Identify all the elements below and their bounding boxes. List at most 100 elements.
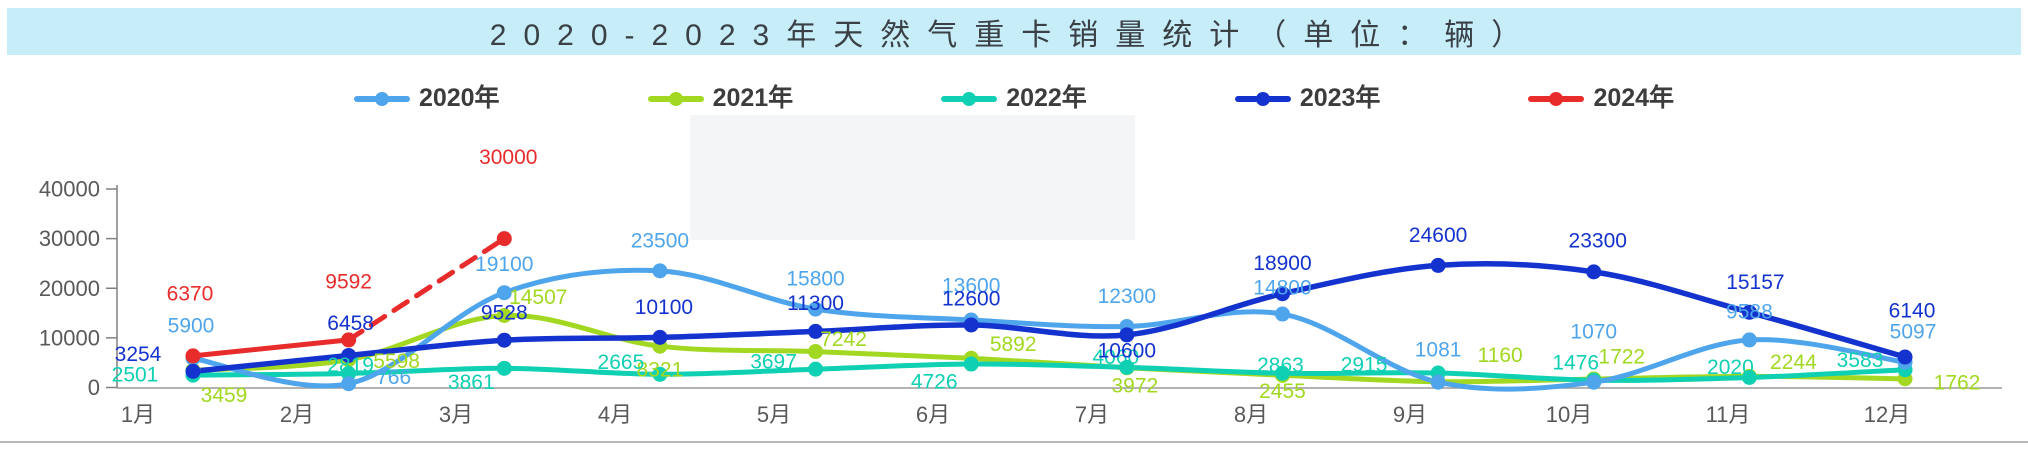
data-point-2022年 — [1741, 369, 1757, 385]
data-point-2023年 — [1430, 257, 1446, 273]
data-label-2020年: 766 — [376, 366, 411, 389]
data-label-2020年: 12300 — [1098, 285, 1156, 308]
data-point-2022年 — [1274, 365, 1290, 381]
data-point-2023年 — [963, 317, 979, 333]
legend-label: 2020年 — [418, 84, 500, 112]
data-point-2023年 — [652, 329, 668, 345]
legend-marker-icon — [1234, 91, 1291, 106]
data-point-2024年 — [496, 231, 512, 247]
data-label-2024年: 30000 — [479, 146, 537, 169]
legend-dot-icon — [374, 91, 389, 106]
data-label-2023年: 23300 — [1569, 229, 1627, 252]
x-axis-month-label: 11月 — [1706, 402, 1751, 427]
data-point-2023年 — [1897, 349, 1913, 365]
y-axis-tick-label: 30000 — [39, 226, 100, 251]
data-label-2021年: 14507 — [509, 286, 567, 309]
data-label-2021年: 1722 — [1598, 345, 1645, 368]
x-axis-month-label: 10月 — [1546, 402, 1592, 427]
data-label-2022年: 4060 — [1092, 346, 1139, 369]
data-label-2022年: 2020 — [1707, 356, 1754, 379]
legend-item-2023年: 2023年 — [1234, 84, 1381, 112]
artifact-smudge — [690, 115, 1135, 240]
data-point-2023年 — [1274, 286, 1290, 302]
data-point-2020年 — [1430, 374, 1446, 390]
data-label-2022年: 4726 — [911, 371, 958, 394]
series-line-solid-2024年 — [190, 337, 352, 359]
data-label-2020年: 5097 — [1890, 321, 1937, 344]
data-label-2023年: 11300 — [787, 292, 844, 315]
data-label-2021年: 1762 — [1934, 371, 1981, 394]
data-label-2020年: 15800 — [786, 268, 844, 291]
data-point-2022年 — [808, 361, 824, 377]
data-label-2020年: 1081 — [1415, 339, 1462, 362]
data-point-2023年 — [1741, 304, 1757, 320]
x-axis-month-label: 5月 — [757, 402, 791, 427]
data-label-2020年: 1070 — [1570, 321, 1617, 344]
data-point-2021年 — [496, 308, 512, 324]
series-line-2020年 — [190, 267, 1908, 392]
data-point-2020年 — [496, 285, 512, 301]
data-point-2022年 — [496, 360, 512, 376]
y-axis-tick-label: 10000 — [39, 325, 100, 350]
x-axis-month-label: 4月 — [598, 402, 632, 427]
legend-label: 2024年 — [1593, 84, 1675, 112]
legend-dot-icon — [1549, 91, 1564, 106]
data-label-2023年: 15157 — [1726, 271, 1784, 294]
y-axis-tick-label: 0 — [88, 375, 100, 400]
y-axis-tick-label: 40000 — [39, 177, 100, 202]
data-label-2021年: 1160 — [1478, 344, 1523, 367]
data-label-2020年: 13600 — [942, 275, 1000, 298]
legend-label: 2021年 — [712, 84, 794, 112]
data-label-2020年: 9588 — [1726, 300, 1773, 323]
x-axis-month-label: 7月 — [1075, 402, 1109, 427]
x-axis-month-label: 8月 — [1234, 402, 1268, 427]
data-label-2022年: 2665 — [598, 351, 645, 374]
data-point-2020年 — [652, 263, 668, 279]
legend-label: 2023年 — [1299, 84, 1381, 112]
data-label-2022年: 2819 — [327, 354, 374, 377]
data-label-2023年: 6140 — [1889, 300, 1936, 323]
data-point-2023年 — [808, 323, 824, 339]
data-label-2021年: 7242 — [820, 328, 867, 351]
data-label-2022年: 2915 — [1341, 354, 1388, 377]
data-label-2023年: 12600 — [942, 287, 1000, 310]
x-axis-month-label: 2月 — [280, 402, 314, 427]
data-label-2020年: 23500 — [631, 229, 689, 252]
data-point-2024年 — [185, 348, 201, 364]
data-label-2021年: 5598 — [373, 350, 420, 373]
data-label-2023年: 9528 — [481, 302, 528, 325]
legend-marker-icon — [1528, 91, 1585, 106]
series-line-2023年 — [190, 260, 1908, 375]
data-label-2021年: 5892 — [990, 333, 1037, 356]
legend-marker-icon — [941, 91, 998, 106]
data-label-2022年: 3861 — [448, 371, 495, 394]
x-axis-month-label: 3月 — [439, 402, 473, 427]
legend-marker-icon — [353, 91, 410, 106]
chart-legend: 2020年 2021年 2022年 2023年 2024年 — [0, 86, 2028, 111]
data-label-2023年: 18900 — [1253, 252, 1311, 275]
data-label-2022年: 3583 — [1837, 349, 1884, 372]
data-label-2023年: 10600 — [1098, 339, 1156, 362]
series-line-dashed-2024年 — [346, 236, 507, 343]
data-label-2022年: 2501 — [112, 364, 159, 387]
y-axis-tick-label: 20000 — [39, 276, 100, 301]
data-point-2020年 — [1586, 374, 1602, 390]
legend-item-2021年: 2021年 — [647, 84, 794, 112]
legend-label: 2022年 — [1006, 84, 1087, 112]
data-label-2023年: 24600 — [1409, 224, 1467, 247]
data-point-2020年 — [1274, 306, 1290, 322]
x-axis-month-label: 9月 — [1393, 402, 1427, 427]
data-point-2023年 — [1119, 327, 1135, 343]
data-point-2020年 — [341, 376, 357, 392]
data-label-2021年: 3459 — [201, 384, 248, 407]
data-label-2021年: 8321 — [637, 359, 684, 382]
legend-item-2020年: 2020年 — [353, 84, 500, 112]
data-label-2022年: 3697 — [750, 351, 797, 374]
chart-title: 2020-2023年天然气重卡销量统计（单位：辆） — [489, 18, 1539, 52]
legend-item-2024年: 2024年 — [1528, 86, 1674, 111]
x-axis-month-label: 1月 — [121, 402, 155, 427]
legend-marker-icon — [647, 91, 704, 106]
x-axis-month-label: 12月 — [1864, 402, 1910, 427]
data-point-2024年 — [341, 332, 357, 348]
